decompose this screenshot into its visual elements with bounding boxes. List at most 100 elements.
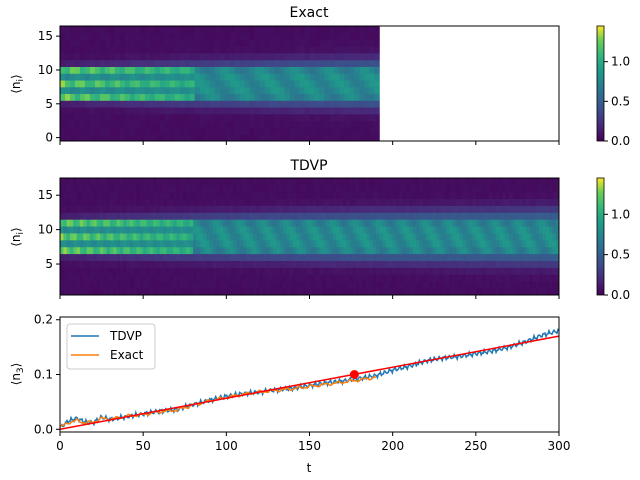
heatmap-cell bbox=[429, 281, 433, 289]
heatmap-cell bbox=[224, 32, 231, 40]
heatmap-cell bbox=[539, 288, 543, 296]
heatmap-cell bbox=[79, 120, 86, 128]
heatmap-cell bbox=[86, 281, 91, 289]
heatmap-cell bbox=[304, 100, 310, 108]
heatmap-cell bbox=[169, 274, 174, 282]
heatmap-cell bbox=[213, 205, 217, 213]
heatmap-cell bbox=[183, 239, 187, 248]
heatmap-cell bbox=[199, 26, 206, 34]
heatmap-cell bbox=[154, 93, 161, 101]
heatmap-cell bbox=[139, 53, 146, 61]
heatmap-cell bbox=[252, 281, 257, 289]
heatmap-cell bbox=[296, 260, 300, 268]
heatmap-cell bbox=[304, 134, 310, 142]
heatmap-cell bbox=[276, 212, 280, 220]
heatmap-cell bbox=[60, 288, 64, 296]
heatmap-cell bbox=[432, 260, 437, 268]
heatmap-cell bbox=[319, 127, 325, 135]
heatmap-cell bbox=[312, 239, 317, 248]
heatmap-cell bbox=[395, 274, 400, 282]
heatmap-cell bbox=[422, 267, 427, 275]
heatmap-cell bbox=[232, 260, 237, 268]
heatmap-cell bbox=[109, 219, 114, 227]
heatmap-cell bbox=[276, 226, 280, 234]
heatmap-cell bbox=[306, 267, 310, 275]
heatmap-cell bbox=[482, 205, 487, 213]
heatmap-cell bbox=[74, 53, 81, 61]
heatmap-cell bbox=[509, 274, 513, 282]
heatmap-cell bbox=[352, 267, 357, 275]
heatmap-cell bbox=[362, 253, 367, 261]
heatmap-cell bbox=[425, 212, 430, 220]
heatmap-cell bbox=[224, 100, 231, 108]
heatmap-cell bbox=[366, 219, 370, 227]
heatmap-cell bbox=[66, 212, 71, 220]
heatmap-cell bbox=[289, 39, 295, 47]
heatmap-cell bbox=[69, 107, 76, 115]
heatmap-cell bbox=[405, 219, 410, 227]
heatmap-cell bbox=[173, 246, 177, 255]
heatmap-cell bbox=[509, 260, 513, 268]
heatmap-cell bbox=[89, 86, 96, 95]
heatmap-cell bbox=[156, 178, 161, 186]
heatmap-cell bbox=[256, 212, 260, 220]
heatmap-cell bbox=[64, 86, 71, 95]
heatmap-cell bbox=[405, 260, 410, 268]
heatmap-cell bbox=[316, 219, 320, 227]
heatmap-cell bbox=[326, 267, 330, 275]
heatmap-cell bbox=[359, 267, 364, 275]
heatmap-cell bbox=[173, 239, 177, 248]
heatmap-cell bbox=[194, 113, 201, 122]
heatmap-cell bbox=[66, 198, 71, 206]
heatmap-cell bbox=[66, 288, 71, 296]
heatmap-cell bbox=[324, 39, 330, 47]
heatmap-cell bbox=[96, 239, 101, 248]
heatmap-cell bbox=[459, 260, 463, 268]
heatmap-cell bbox=[206, 246, 211, 255]
heatmap-cell bbox=[545, 212, 550, 220]
heatmap-cell bbox=[545, 281, 550, 289]
heatmap-cell bbox=[153, 281, 157, 289]
heatmap-cell bbox=[206, 274, 211, 282]
heatmap-cell bbox=[319, 134, 325, 142]
heatmap-cell bbox=[139, 198, 144, 206]
heatmap-cell bbox=[299, 267, 304, 275]
heatmap-cell bbox=[336, 246, 340, 255]
heatmap-cell bbox=[282, 281, 287, 289]
heatmap-cell bbox=[432, 178, 437, 186]
heatmap-cell bbox=[542, 274, 547, 282]
heatmap-cell bbox=[545, 239, 550, 248]
heatmap-cell bbox=[206, 233, 211, 241]
heatmap-cell bbox=[79, 66, 86, 74]
heatmap-cell bbox=[359, 260, 364, 268]
heatmap-cell bbox=[294, 73, 300, 81]
heatmap-cell bbox=[134, 59, 141, 67]
heatmap-cell bbox=[186, 198, 191, 206]
heatmap-cell bbox=[509, 226, 513, 234]
heatmap-cell bbox=[84, 73, 91, 81]
heatmap-cell bbox=[194, 127, 201, 135]
heatmap-cell bbox=[439, 246, 443, 255]
heatmap-cell bbox=[459, 205, 463, 213]
heatmap-cell bbox=[196, 233, 201, 241]
heatmap-cell bbox=[124, 93, 131, 101]
heatmap-cell bbox=[435, 233, 440, 241]
heatmap-cell bbox=[144, 32, 151, 40]
heatmap-cell bbox=[419, 226, 424, 234]
heatmap-cell bbox=[312, 253, 317, 261]
heatmap-cell bbox=[199, 46, 206, 54]
heatmap-cell bbox=[139, 120, 146, 128]
heatmap-cell bbox=[349, 107, 355, 115]
heatmap-cell bbox=[136, 184, 141, 193]
heatmap-cell bbox=[274, 100, 280, 108]
heatmap-cell bbox=[276, 267, 280, 275]
heatmap-cell bbox=[179, 32, 186, 40]
heatmap-cell bbox=[223, 260, 227, 268]
heatmap-cell bbox=[262, 246, 267, 255]
heatmap-cell bbox=[379, 233, 384, 241]
heatmap-cell bbox=[492, 205, 497, 213]
heatmap-cell bbox=[219, 53, 226, 61]
heatmap-cell bbox=[279, 59, 285, 67]
heatmap-cell bbox=[292, 205, 297, 213]
heatmap-cell bbox=[499, 246, 503, 255]
